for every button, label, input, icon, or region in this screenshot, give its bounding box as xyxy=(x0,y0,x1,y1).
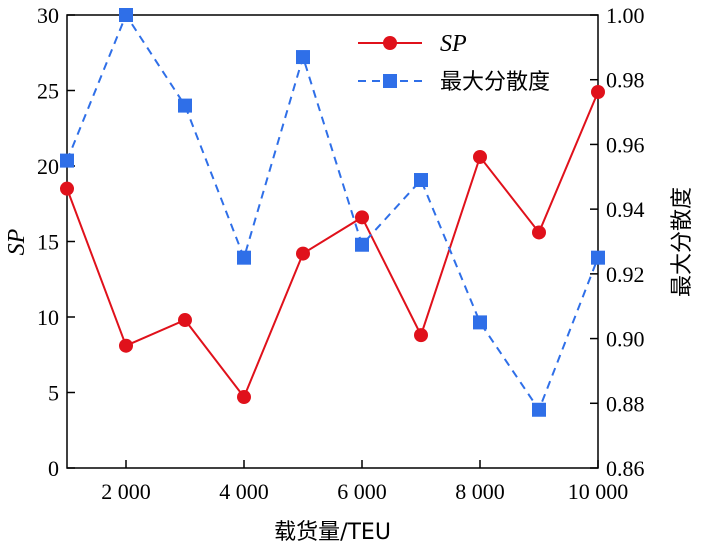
series-line-max-dispersion xyxy=(66,12,599,412)
legend: SP 最大分散度 xyxy=(358,31,550,95)
max-dispersion-data-point xyxy=(414,173,428,188)
left-y-tick-label: 30 xyxy=(37,3,59,28)
x-tick-label: 2 000 xyxy=(101,479,151,504)
left-y-tick-label: 15 xyxy=(37,230,59,255)
right-y-axis-title: 最大分散度 xyxy=(670,187,695,297)
legend-sp-label: SP xyxy=(440,31,467,57)
sp-data-point xyxy=(414,328,428,343)
left-y-tick-label: 20 xyxy=(37,154,59,179)
sp-data-point xyxy=(355,210,369,225)
right-y-tick-label: 0.90 xyxy=(606,327,645,352)
x-tick-label: 8 000 xyxy=(455,479,505,504)
legend-max-dispersion-label: 最大分散度 xyxy=(440,70,550,95)
max-dispersion-data-point xyxy=(237,250,251,265)
right-y-tick-label: 0.92 xyxy=(606,262,645,287)
max-dispersion-data-point xyxy=(178,98,192,113)
series-line-sp xyxy=(66,91,599,400)
x-tick-label: 10 000 xyxy=(568,479,629,504)
right-y-tick-label: 0.98 xyxy=(606,68,645,93)
max-dispersion-data-point xyxy=(60,153,74,168)
max-dispersion-data-point xyxy=(591,250,605,265)
left-y-tick-label: 10 xyxy=(37,305,59,330)
x-axis-title: 载货量/TEU xyxy=(274,520,391,545)
left-y-tick-label: 5 xyxy=(48,381,59,406)
sp-data-point xyxy=(60,181,74,196)
max-dispersion-data-point xyxy=(296,50,310,65)
max-dispersion-data-point xyxy=(473,315,487,330)
x-axis: 2 000 4 000 6 000 8 000 10 000 xyxy=(101,460,628,504)
right-y-tick-label: 0.86 xyxy=(606,456,645,481)
sp-data-point xyxy=(532,225,546,240)
max-dispersion-data-point xyxy=(355,237,369,252)
left-y-tick-label: 0 xyxy=(48,456,59,481)
max-dispersion-data-point xyxy=(119,8,133,22)
sp-data-point xyxy=(591,85,605,100)
sp-data-point xyxy=(473,149,487,164)
max-dispersion-data-point xyxy=(532,402,546,417)
x-tick-label: 4 000 xyxy=(219,479,269,504)
right-y-tick-label: 0.96 xyxy=(606,132,645,157)
right-y-axis: 0.86 0.88 0.90 0.92 0.94 0.96 0.98 1.00 xyxy=(590,3,645,481)
legend-sp-marker xyxy=(383,36,397,50)
left-y-axis-title: SP xyxy=(4,228,30,255)
series-layer xyxy=(60,8,605,417)
x-tick-label: 6 000 xyxy=(337,479,387,504)
legend-max-dispersion-marker xyxy=(383,74,397,88)
sp-data-point xyxy=(178,313,192,328)
sp-data-point xyxy=(119,338,133,353)
sp-data-point xyxy=(237,390,251,405)
right-y-tick-label: 0.88 xyxy=(606,391,645,416)
left-y-tick-label: 25 xyxy=(37,79,59,104)
sp-data-point xyxy=(296,246,310,261)
right-y-tick-label: 1.00 xyxy=(606,3,645,28)
left-y-axis: 0 5 10 15 20 25 30 xyxy=(37,3,75,481)
right-y-tick-label: 0.94 xyxy=(606,197,645,222)
